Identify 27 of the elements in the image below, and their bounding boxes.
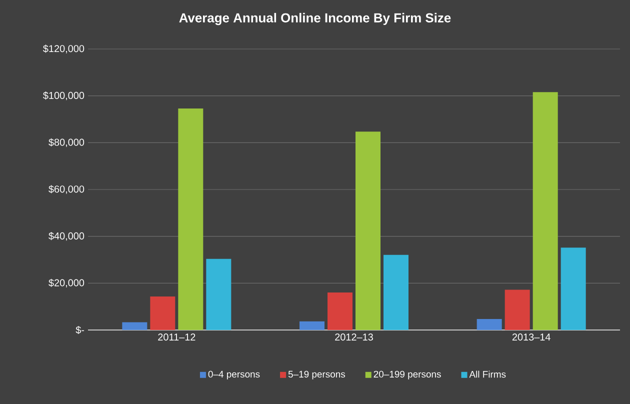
bar — [476, 318, 502, 330]
bar — [532, 92, 558, 330]
y-tick-label: $60,000 — [48, 185, 84, 194]
bar — [560, 248, 586, 330]
chart-title: Average Annual Online Income By Firm Size — [179, 12, 451, 26]
y-tick-label: $20,000 — [48, 278, 84, 288]
y-tick-label: $100,000 — [43, 92, 84, 100]
legend-label: 0–4 persons — [208, 370, 260, 380]
y-tick-label: $40,000 — [48, 232, 84, 241]
y-tick-label: $120,000 — [43, 44, 84, 54]
y-tick-label: $- — [76, 326, 84, 334]
bar — [356, 132, 381, 330]
bar — [504, 290, 530, 330]
x-tick-label: 2013–14 — [512, 334, 550, 341]
bar — [150, 296, 176, 330]
bar — [384, 254, 409, 330]
bar — [178, 108, 204, 330]
y-tick-label: $80,000 — [48, 138, 84, 147]
x-tick-label: 2011–12 — [158, 334, 196, 341]
bar — [122, 322, 148, 330]
bar — [328, 292, 353, 330]
legend-label: 20–199 persons — [374, 370, 441, 380]
bar — [300, 321, 325, 330]
legend-label: All Firms — [469, 370, 506, 378]
legend-label: 5–19 persons — [288, 370, 346, 380]
bar — [206, 258, 232, 330]
x-tick-label: 2012–13 — [335, 334, 373, 341]
